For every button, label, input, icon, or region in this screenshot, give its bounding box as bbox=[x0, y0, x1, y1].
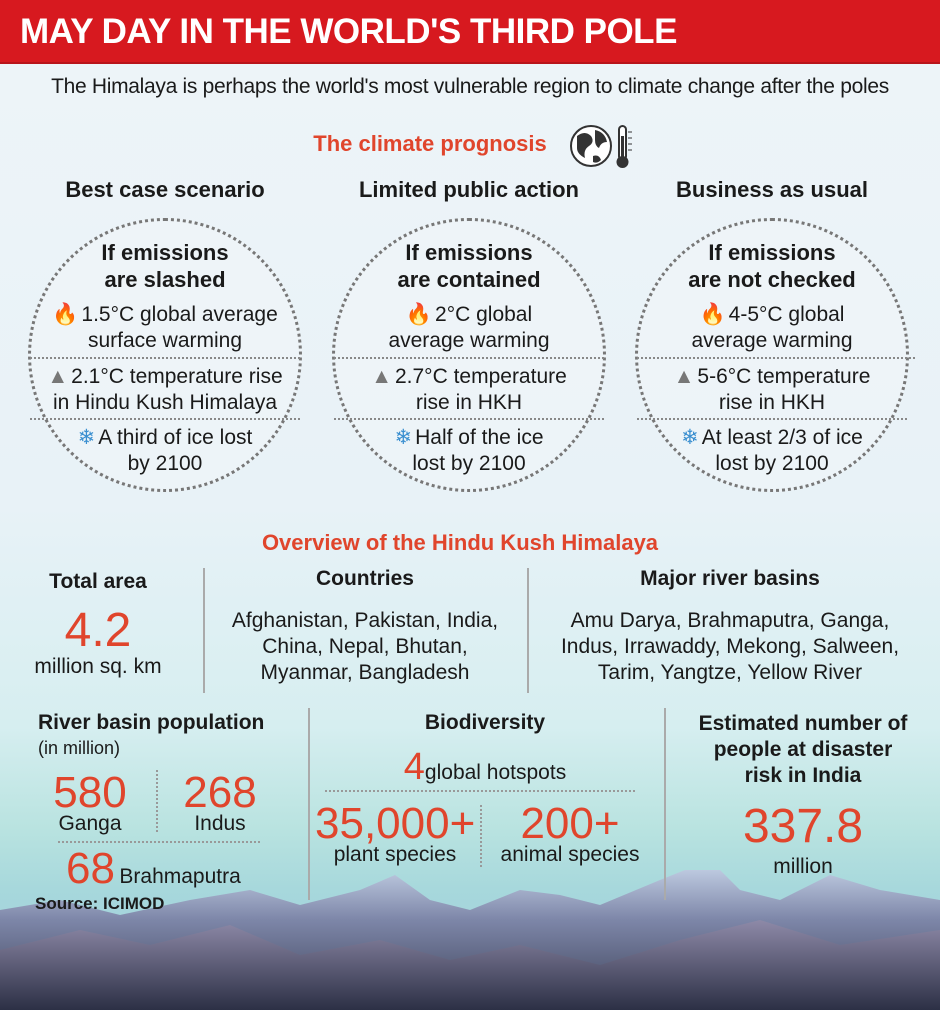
mountain-icon: ▲ bbox=[673, 365, 695, 388]
divider bbox=[156, 770, 158, 832]
divider bbox=[203, 568, 205, 693]
warming: 🔥 1.5°C global average surface warming bbox=[52, 303, 278, 352]
risk-heading: Estimated number of people at disaster ris… bbox=[698, 712, 908, 787]
fire-icon: 🔥 bbox=[699, 303, 726, 326]
risk-unit: million bbox=[773, 855, 833, 878]
source: Source: ICIMOD bbox=[35, 894, 165, 913]
plants-value: 35,000+ bbox=[315, 799, 476, 848]
condition: If emissions are slashed bbox=[101, 240, 229, 292]
divider bbox=[334, 357, 604, 359]
snowflake-icon: ❄ bbox=[77, 426, 96, 449]
divider bbox=[30, 357, 300, 359]
hkh-rise: ▲ 2.1°C temperature rise in Hindu Kush Him… bbox=[47, 365, 283, 414]
scenario-heading: Limited public action bbox=[358, 177, 579, 202]
divider bbox=[527, 568, 529, 693]
population-heading: River basin population bbox=[38, 711, 265, 734]
area-value: 4.2 bbox=[64, 604, 132, 657]
mountain-icon: ▲ bbox=[371, 365, 392, 388]
divider bbox=[637, 357, 915, 359]
divider bbox=[334, 418, 604, 420]
page-title: MAY DAY IN THE WORLD'S THIRD POLE bbox=[20, 12, 677, 51]
scenario-circle bbox=[635, 218, 909, 492]
scenario-heading: Business as usual bbox=[676, 177, 868, 202]
divider bbox=[637, 418, 907, 420]
snowflake-icon: ❄ bbox=[394, 426, 413, 449]
population-sub: (in million) bbox=[38, 738, 121, 758]
prognosis-title: The climate prognosis bbox=[313, 131, 547, 156]
animals-value: 200+ bbox=[520, 799, 620, 848]
ice-loss: ❄ A third of ice lost by 2100 bbox=[77, 426, 253, 475]
hotspots: 4global hotspots bbox=[403, 746, 567, 788]
countries-list: Afghanistan, Pakistan, India, China, Nepa… bbox=[231, 609, 499, 684]
globe-thermometer-icon bbox=[570, 125, 632, 168]
area-heading: Total area bbox=[49, 570, 147, 593]
hkh-rise: ▲ 2.7°C temperature rise in HKH bbox=[371, 365, 567, 414]
ice-loss: ❄ At least 2/3 of ice lost by 2100 bbox=[681, 426, 863, 475]
ganga-value: 580 bbox=[53, 768, 127, 817]
animals-label: animal species bbox=[500, 843, 640, 866]
plants-label: plant species bbox=[333, 843, 457, 866]
warming: 🔥 2°C global average warming bbox=[388, 303, 550, 352]
scenario-heading: Best case scenario bbox=[65, 177, 265, 202]
basins-heading: Major river basins bbox=[640, 567, 820, 590]
countries-heading: Countries bbox=[315, 567, 414, 590]
area-unit: million sq. km bbox=[34, 655, 162, 678]
divider bbox=[308, 708, 310, 900]
ice-loss: ❄ Half of the ice lost by 2100 bbox=[394, 426, 544, 475]
hkh-rise: ▲ 5-6°C temperature rise in HKH bbox=[673, 365, 871, 414]
brahmaputra: 68 Brahmaputra bbox=[66, 844, 241, 893]
mountain-icon: ▲ bbox=[47, 365, 69, 388]
divider bbox=[480, 805, 482, 867]
fire-icon: 🔥 bbox=[405, 303, 433, 326]
biodiversity-heading: Biodiversity bbox=[424, 711, 546, 734]
indus-label: Indus bbox=[194, 812, 246, 835]
fire-icon: 🔥 bbox=[52, 303, 79, 326]
divider bbox=[664, 708, 666, 900]
risk-value: 337.8 bbox=[742, 800, 864, 853]
subtitle: The Himalaya is perhaps the world's most… bbox=[51, 75, 889, 98]
ganga-label: Ganga bbox=[58, 812, 122, 835]
header-bar bbox=[0, 0, 940, 64]
snowflake-icon: ❄ bbox=[681, 426, 699, 449]
scenario-circle bbox=[28, 218, 302, 492]
scenario-circle bbox=[332, 218, 606, 492]
warming: 🔥 4-5°C global average warming bbox=[691, 303, 853, 352]
condition: If emissions are contained bbox=[397, 240, 541, 292]
basins-list: Amu Darya, Brahmaputra, Ganga, Indus, Irr… bbox=[560, 609, 900, 684]
divider bbox=[325, 790, 635, 792]
overview-title: Overview of the Hindu Kush Himalaya bbox=[261, 530, 659, 555]
divider bbox=[58, 841, 260, 843]
condition: If emissions are not checked bbox=[688, 240, 856, 292]
indus-value: 268 bbox=[183, 768, 257, 817]
divider bbox=[30, 418, 300, 420]
